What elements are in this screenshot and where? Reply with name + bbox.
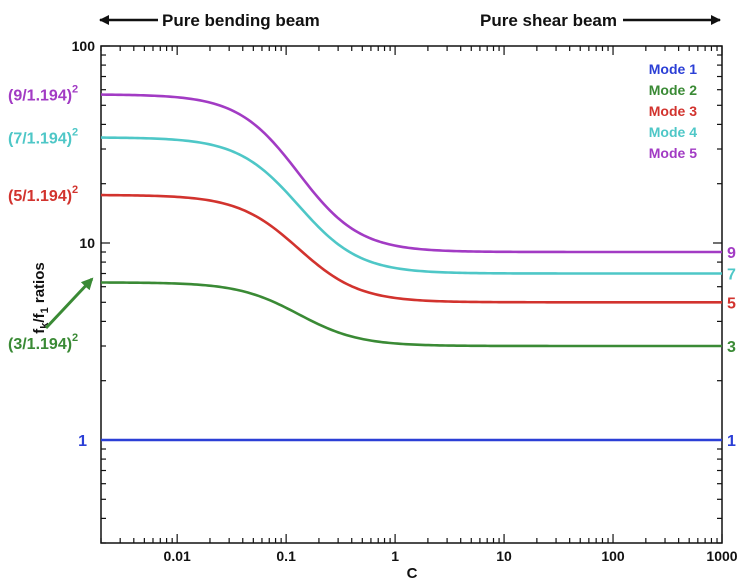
series-line-mode-3 bbox=[100, 193, 722, 304]
y-tick-labels: 10 100 bbox=[72, 38, 96, 251]
legend-entry-mode-5: Mode 5 bbox=[649, 145, 697, 161]
x-tick-label: 0.01 bbox=[164, 548, 191, 564]
left-label-mode-5: (9/1.194)2 bbox=[8, 83, 78, 104]
series-line-mode-5 bbox=[100, 93, 722, 254]
left-label-mode-1: 1 bbox=[78, 433, 87, 450]
x-tick-label: 100 bbox=[601, 548, 625, 564]
plot-frame bbox=[100, 45, 723, 544]
right-label-mode-2: 3 bbox=[727, 339, 736, 356]
series-lines bbox=[100, 93, 722, 442]
y-axis-title-slash: /f bbox=[31, 312, 48, 322]
x-tick-label: 10 bbox=[496, 548, 512, 564]
right-label-mode-5: 9 bbox=[727, 245, 736, 262]
x-axis-title: C bbox=[407, 565, 418, 581]
right-label-mode-4: 7 bbox=[727, 267, 736, 284]
legend: Mode 1 Mode 2 Mode 3 Mode 4 Mode 5 bbox=[649, 61, 697, 161]
y-axis-title-ratios: ratios bbox=[31, 262, 48, 307]
left-label-mode-2: (3/1.194)2 bbox=[8, 332, 78, 353]
legend-entry-mode-4: Mode 4 bbox=[649, 124, 697, 140]
x-tick-label: 1 bbox=[391, 548, 399, 564]
series-line-mode-4 bbox=[100, 136, 722, 275]
y-tick-label: 100 bbox=[72, 38, 96, 54]
pure-bending-label: Pure bending beam bbox=[162, 11, 320, 30]
x-tick-label: 1000 bbox=[706, 548, 737, 564]
series-end-labels: 1 1 (3/1.194)2 3 (5/1.194)2 5 (7/1.194)2 7 (9/1.… bbox=[8, 83, 736, 450]
x-tick-labels: 0.01 0.1 1 10 100 1000 bbox=[164, 548, 738, 564]
y-axis-title-f: f bbox=[31, 328, 48, 334]
legend-entry-mode-1: Mode 1 bbox=[649, 61, 697, 77]
right-label-mode-3: 5 bbox=[727, 295, 736, 312]
series-line-mode-2 bbox=[100, 281, 722, 348]
mode-2-pointer-arrow bbox=[44, 277, 94, 330]
y-axis-title-sub-k: k bbox=[39, 322, 51, 329]
legend-entry-mode-2: Mode 2 bbox=[649, 82, 697, 98]
pure-shear-label: Pure shear beam bbox=[480, 11, 617, 30]
left-label-mode-4: (7/1.194)2 bbox=[8, 126, 78, 147]
legend-entry-mode-3: Mode 3 bbox=[649, 103, 697, 119]
y-axis-title-sub-1: 1 bbox=[39, 307, 51, 313]
x-tick-label: 0.1 bbox=[276, 548, 296, 564]
axis-ticks bbox=[100, 45, 723, 544]
right-label-mode-1: 1 bbox=[727, 433, 736, 450]
left-label-mode-3: (5/1.194)2 bbox=[8, 184, 78, 205]
y-axis-title: fk/f1 ratios bbox=[31, 262, 51, 333]
y-tick-label: 10 bbox=[79, 235, 95, 251]
